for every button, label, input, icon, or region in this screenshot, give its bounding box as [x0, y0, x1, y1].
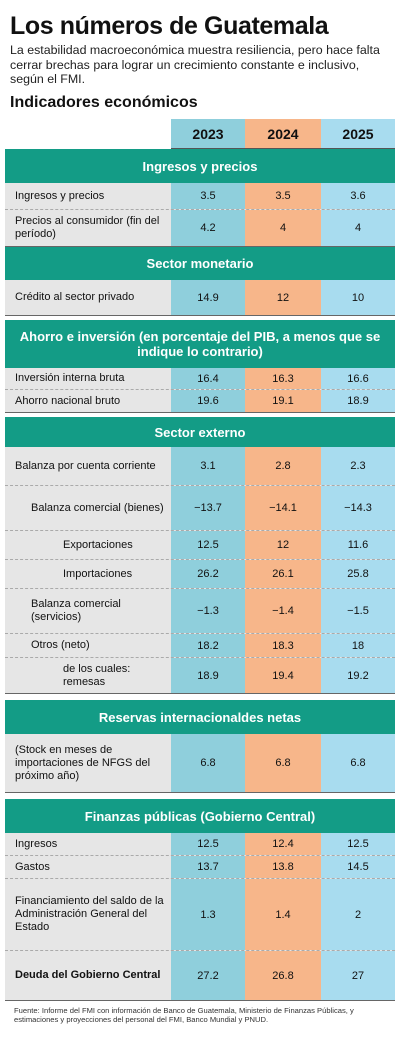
value-2024: −1.4: [245, 589, 321, 633]
value-2025: −1.5: [321, 589, 395, 633]
value-2023: 12.5: [171, 833, 245, 855]
year-header-2023: 2023: [171, 119, 245, 149]
table-row: Importaciones 26.2 26.1 25.8: [5, 560, 395, 589]
value-2024: 16.3: [245, 368, 321, 389]
table-row: Exportaciones 12.5 12 11.6: [5, 531, 395, 560]
value-2025: 27: [321, 951, 395, 1000]
table-heading: Indicadores económicos: [10, 94, 198, 111]
value-2024: −14.1: [245, 486, 321, 530]
table-row: de los cuales: remesas 18.9 19.4 19.2: [5, 658, 395, 694]
table-row: Balanza comercial (servicios) −1.3 −1.4 …: [5, 589, 395, 634]
value-2024: 4: [245, 210, 321, 246]
row-label: Financiamiento del saldo de la Administr…: [15, 895, 164, 933]
year-header-row: 2023 2024 2025: [5, 119, 395, 149]
value-2023: 1.3: [171, 879, 245, 950]
value-2024: 26.8: [245, 951, 321, 1000]
value-2024: 12: [245, 531, 321, 559]
row-label: Gastos: [15, 860, 50, 873]
value-2023: 3.5: [171, 183, 245, 209]
value-2025: 3.6: [321, 183, 395, 209]
value-2025: 2.3: [321, 447, 395, 485]
table-row: Balanza por cuenta corriente 3.1 2.8 2.3: [5, 447, 395, 486]
section-header-ingresos-precios: Ingresos y precios: [5, 149, 395, 183]
value-2025: 16.6: [321, 368, 395, 389]
row-label: Inversión interna bruta: [15, 372, 125, 384]
table-row: Ingresos 12.5 12.4 12.5: [5, 833, 395, 856]
value-2025: 12.5: [321, 833, 395, 855]
value-2023: 13.7: [171, 856, 245, 878]
value-2024: 1.4: [245, 879, 321, 950]
table-row: Otros (neto) 18.2 18.3 18: [5, 634, 395, 658]
value-2025: 4: [321, 210, 395, 246]
row-label: Ingresos y precios: [15, 189, 105, 202]
page-title: Los números de Guatemala: [10, 12, 329, 40]
table-row: Ahorro nacional bruto 19.6 19.1 18.9: [5, 390, 395, 413]
value-2024: 12: [245, 280, 321, 315]
value-2025: −14.3: [321, 486, 395, 530]
value-2025: 10: [321, 280, 395, 315]
value-2025: 25.8: [321, 560, 395, 588]
value-2025: 6.8: [321, 734, 395, 792]
table-row: (Stock en meses de importaciones de NFGS…: [5, 734, 395, 793]
value-2023: 3.1: [171, 447, 245, 485]
table-row: Crédito al sector privado 14.9 12 10: [5, 280, 395, 316]
section-header-ahorro-inversion: Ahorro e inversión (en porcentaje del PI…: [5, 320, 395, 368]
value-2025: 19.2: [321, 658, 395, 693]
value-2024: 12.4: [245, 833, 321, 855]
value-2023: 16.4: [171, 368, 245, 389]
section-header-finanzas-publicas: Finanzas públicas (Gobierno Central): [5, 799, 395, 833]
value-2025: 18: [321, 634, 395, 657]
table-row: Deuda del Gobierno Central 27.2 26.8 27: [5, 951, 395, 1001]
row-label: Balanza por cuenta corriente: [15, 459, 156, 472]
value-2024: 6.8: [245, 734, 321, 792]
source-footnote: Fuente: Informe del FMI con información …: [14, 1006, 354, 1025]
value-2024: 18.3: [245, 634, 321, 657]
value-2024: 13.8: [245, 856, 321, 878]
row-label: Crédito al sector privado: [15, 291, 135, 303]
value-2025: 14.5: [321, 856, 395, 878]
row-label: Deuda del Gobierno Central: [15, 969, 161, 981]
row-label: Ahorro nacional bruto: [15, 394, 121, 407]
value-2023: −1.3: [171, 589, 245, 633]
value-2025: 11.6: [321, 531, 395, 559]
row-label: Exportaciones: [63, 538, 133, 551]
table-row: Gastos 13.7 13.8 14.5: [5, 856, 395, 879]
row-label: (Stock en meses de importaciones de NFGS…: [15, 743, 151, 782]
value-2023: 4.2: [171, 210, 245, 246]
value-2024: 19.1: [245, 390, 321, 412]
table-row: Inversión interna bruta 16.4 16.3 16.6: [5, 368, 395, 390]
value-2024: 19.4: [245, 658, 321, 693]
value-2023: 27.2: [171, 951, 245, 1000]
year-header-2024: 2024: [245, 119, 321, 149]
value-2024: 26.1: [245, 560, 321, 588]
value-2023: −13.7: [171, 486, 245, 530]
value-2025: 18.9: [321, 390, 395, 412]
value-2025: 2: [321, 879, 395, 950]
table-row: Balanza comercial (bienes) −13.7 −14.1 −…: [5, 486, 395, 531]
row-label: de los cuales: remesas: [63, 662, 131, 688]
value-2023: 26.2: [171, 560, 245, 588]
row-label: Ingresos: [15, 837, 58, 850]
table-row: Precios al consumidor (fin del período) …: [5, 210, 395, 247]
value-2023: 14.9: [171, 280, 245, 315]
table-row: Ingresos y precios 3.5 3.5 3.6: [5, 183, 395, 210]
section-header-sector-monetario: Sector monetario: [5, 247, 395, 280]
page-subtitle: La estabilidad macroeconómica muestra re…: [10, 43, 380, 86]
row-label: Balanza comercial (bienes): [31, 501, 164, 514]
value-2024: 3.5: [245, 183, 321, 209]
value-2023: 18.9: [171, 658, 245, 693]
value-2024: 2.8: [245, 447, 321, 485]
value-2023: 18.2: [171, 634, 245, 657]
row-label: Importaciones: [63, 567, 133, 580]
row-label: Balanza comercial (servicios): [31, 598, 121, 623]
value-2023: 19.6: [171, 390, 245, 412]
row-label: Precios al consumidor (fin del período): [15, 215, 160, 240]
section-header-sector-externo: Sector externo: [5, 417, 395, 447]
value-2023: 12.5: [171, 531, 245, 559]
year-header-2025: 2025: [321, 119, 395, 149]
value-2023: 6.8: [171, 734, 245, 792]
row-label: Otros (neto): [31, 639, 90, 651]
section-header-reservas: Reservas internacionaldes netas: [5, 700, 395, 734]
table-row: Financiamiento del saldo de la Administr…: [5, 879, 395, 951]
